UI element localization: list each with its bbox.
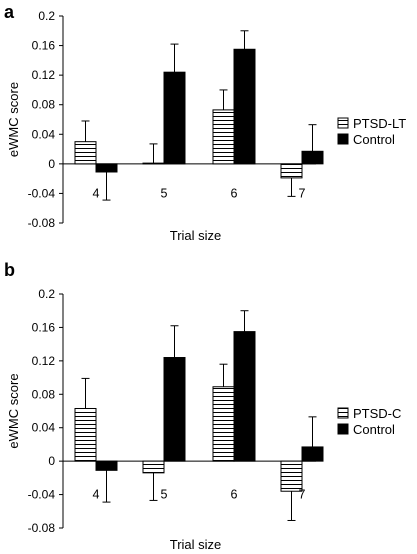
y-tick-label: 0.04 [32,127,56,141]
y-tick-label: 0.2 [38,9,55,23]
y-tick-label: -0.04 [28,186,56,200]
legend-swatch [337,117,349,129]
y-tick-label: 0.2 [38,287,55,301]
x-category-label: 5 [161,488,168,502]
panels: a 0.2 0.16 0.12 0.08 0.04 0 -0.04 -0.08 eWMC scor… [4,2,406,552]
y-tick-label: 0.16 [32,39,56,53]
x-category-label: 7 [299,488,306,502]
y-tick-label: 0.08 [32,98,56,112]
bar-patient-trial-5 [142,162,165,165]
legend-label: Control [353,422,395,437]
y-tick-label: -0.08 [28,521,56,535]
bar-patient-trial-6 [212,386,235,462]
chart-panel-a: a 0.2 0.16 0.12 0.08 0.04 0 -0.04 -0.08 eWMC scor… [4,2,406,243]
x-category-label: 4 [93,186,100,200]
bar-control-trial-6 [233,48,256,165]
x-category-label: 6 [231,488,238,502]
chart-panel-b: b 0.2 0.16 0.12 0.08 0.04 0 -0.04 -0.08 eWMC scor… [4,260,401,552]
bar-control-trial-5 [163,357,186,462]
panel-letter: b [4,260,15,280]
bar-patient-trial-7 [280,163,303,179]
bar-patient-trial-6 [212,109,235,165]
y-tick-label: -0.04 [28,488,56,502]
bar-control-trial-4 [95,163,118,173]
bar-patient-trial-5 [142,460,165,474]
y-tick-label: 0.04 [32,421,56,435]
bar-patient-trial-4 [74,141,97,165]
legend-swatch [337,133,349,145]
panel-letter: a [4,2,15,22]
x-category-label: 7 [299,186,306,200]
y-tick-label: 0.16 [32,320,56,334]
x-axis-title: Trial size [170,537,222,552]
y-axis-title: eWMC score [6,82,21,157]
legend-swatch [337,423,349,435]
bar-control-trial-7 [301,446,324,462]
legend-label: PTSD-C [353,406,401,421]
x-category-label: 4 [93,488,100,502]
x-category-label: 5 [161,186,168,200]
bar-patient-trial-4 [74,407,97,462]
bar-control-trial-7 [301,150,324,165]
y-tick-label: -0.08 [28,216,56,230]
bar-control-trial-5 [163,71,186,165]
bar-control-trial-4 [95,460,118,471]
x-category-label: 6 [231,186,238,200]
legend-label: PTSD-LT [353,116,406,131]
x-axis-title: Trial size [170,228,222,243]
legend-label: Control [353,132,395,147]
y-tick-label: 0 [48,454,55,468]
y-tick-label: 0.12 [32,68,56,82]
y-tick-label: 0 [48,157,55,171]
y-tick-label: 0.08 [32,387,56,401]
y-tick-label: 0.12 [32,354,56,368]
bar-control-trial-6 [233,331,256,462]
y-axis-title: eWMC score [6,373,21,448]
legend-swatch [337,407,349,419]
